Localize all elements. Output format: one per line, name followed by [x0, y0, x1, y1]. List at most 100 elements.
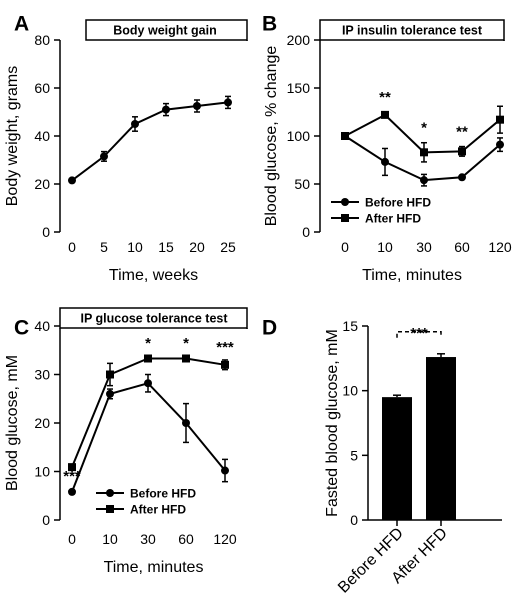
data-point-square: [420, 148, 428, 157]
data-point-circle: [68, 176, 76, 185]
chart-header-box: [59, 307, 248, 329]
y-axis-label: Body weight, grams: [4, 66, 21, 207]
data-point-circle: [131, 120, 139, 128]
x-axis-label: Time, minutes: [362, 267, 462, 284]
panel-B: B IP insulin tolerance test050100150200Bl…: [262, 12, 512, 284]
data-point-circle: [100, 152, 108, 161]
data-point-square: [106, 370, 114, 379]
x-tick-label: 120: [213, 531, 237, 547]
y-tick-label: 40: [34, 128, 50, 144]
legend: Before HFD After HFD: [96, 487, 196, 517]
y-tick-label: 40: [34, 318, 50, 334]
data-point-circle: [193, 102, 201, 110]
panel-label-a: A: [14, 12, 29, 35]
data-point-square: [68, 463, 76, 472]
significance-marker: *: [145, 335, 151, 352]
y-tick-label: 20: [34, 176, 50, 192]
legend-label: After HFD: [130, 503, 186, 517]
data-point-circle: [144, 379, 152, 388]
significance-marker: ***: [63, 468, 81, 485]
significance-marker: *: [421, 120, 427, 137]
data-point-circle: [68, 487, 76, 496]
data-point-circle: [182, 419, 190, 427]
legend-marker-square: [106, 505, 114, 513]
legend-marker-square: [341, 214, 349, 222]
x-tick-label: 0: [341, 239, 349, 255]
data-point-circle: [496, 140, 504, 149]
data-point-circle: [106, 389, 114, 398]
y-tick-label: 5: [350, 447, 358, 463]
bar: [426, 357, 456, 520]
x-tick-label: 5: [100, 239, 108, 255]
data-point-square: [496, 115, 504, 124]
x-tick-label: 15: [158, 239, 174, 255]
y-tick-label: 0: [42, 224, 50, 240]
legend: Before HFD After HFD: [331, 196, 431, 226]
x-tick-label: 30: [140, 531, 156, 547]
x-tick-label: 0: [68, 531, 76, 547]
data-point-circle: [420, 176, 428, 185]
x-tick-label: 0: [68, 239, 76, 255]
x-tick-label: 10: [377, 239, 393, 255]
legend-marker-circle: [341, 198, 349, 206]
legend-label: After HFD: [365, 212, 421, 226]
significance-marker: **: [379, 89, 391, 106]
legend-marker-circle: [106, 489, 114, 497]
chart-header-box: [319, 19, 505, 41]
y-tick-label: 10: [34, 464, 50, 480]
panel-C: C IP glucose tolerance test 0 10 20 30 40 Blood…: [4, 307, 248, 576]
panel-label-b: B: [262, 12, 277, 35]
series-after-hfd: [341, 105, 504, 163]
y-tick-label: 60: [34, 80, 50, 96]
y-tick-label: 80: [34, 32, 50, 48]
legend-label: Before HFD: [130, 487, 196, 501]
y-tick-label: 100: [287, 128, 311, 144]
y-tick-label: 0: [350, 512, 358, 528]
y-tick-label: 30: [34, 367, 50, 383]
data-point-square: [458, 147, 466, 156]
x-tick-label: Before HFD: [335, 525, 407, 597]
significance-bracket: [396, 331, 442, 338]
data-point-circle: [381, 157, 389, 166]
chart-title: IP glucose tolerance test: [80, 312, 228, 326]
x-tick-label: 10: [127, 239, 143, 255]
significance-marker: ***: [410, 325, 428, 342]
y-axis-label: Blood glucose, % change: [263, 46, 280, 227]
data-point-square: [144, 354, 152, 363]
significance-marker: ***: [216, 339, 234, 356]
y-tick-label: 10: [342, 383, 358, 399]
panel-label-d: D: [262, 316, 277, 339]
x-tick-label: 120: [488, 239, 512, 255]
x-tick-label: 10: [102, 531, 118, 547]
y-tick-label: 200: [287, 32, 311, 48]
data-point-circle: [224, 98, 232, 107]
bar: [382, 397, 412, 520]
x-tick-label: 60: [178, 531, 194, 547]
chart-header-box: [85, 19, 248, 41]
significance-marker: *: [183, 335, 189, 352]
x-tick-label: 60: [454, 239, 470, 255]
data-point-square: [182, 354, 190, 363]
chart-title: Body weight gain: [113, 24, 216, 38]
series-line: [71, 101, 229, 182]
y-tick-label: 50: [294, 176, 310, 192]
y-tick-label: 20: [34, 415, 50, 431]
y-axis-label: Fasted blood glucose, mM: [324, 329, 341, 517]
y-tick-label: 0: [302, 224, 310, 240]
x-axis-label: Time, weeks: [109, 267, 198, 284]
x-axis-label: Time, minutes: [104, 559, 204, 576]
y-tick-label: 15: [342, 318, 358, 334]
series-line: [71, 382, 226, 493]
panel-A: A Body weight gain 0 20 40 60 80 Body weight, g…: [4, 12, 248, 284]
y-axis-label: Blood glucose, mM: [4, 355, 21, 491]
data-point-square: [381, 110, 389, 119]
panel-label-c: C: [14, 316, 29, 339]
significance-marker: **: [456, 124, 468, 141]
data-point-circle: [458, 173, 466, 182]
series-before-hfd: [68, 373, 229, 496]
x-tick-label: 30: [416, 239, 432, 255]
series-before-hfd: [341, 132, 504, 187]
chart-title: IP insulin tolerance test: [342, 24, 483, 38]
